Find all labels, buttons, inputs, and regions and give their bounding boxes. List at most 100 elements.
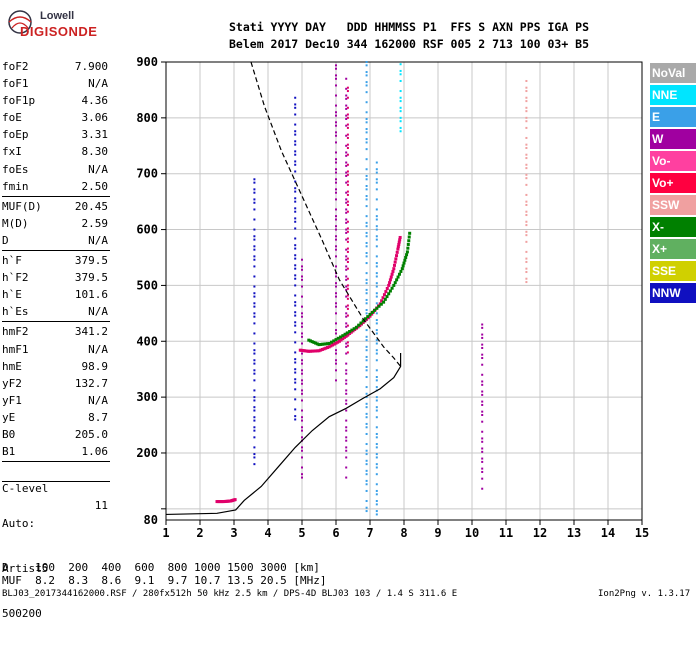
echo-point [481,400,484,403]
echo-point [335,151,337,154]
echo-point [481,383,484,386]
echo-point [294,180,297,183]
echo-point [345,325,348,328]
trace-point [399,269,403,273]
x-tick-label: 6 [332,526,339,540]
x-tick-label: 8 [400,526,407,540]
echo-point [301,352,303,355]
echo-point [375,396,378,399]
echo-point [253,352,256,355]
echo-point [345,288,348,291]
echo-point [365,61,368,63]
echo-point [365,432,368,435]
param-row: hmE 98.9 [2,358,108,375]
echo-point [345,104,348,107]
echo-point [346,90,349,93]
echo-point [294,247,297,250]
echo-point [375,188,378,191]
echo-point [301,265,303,268]
trace-point [385,295,389,299]
echo-point [375,443,378,446]
echo-point [253,181,256,184]
trace-point [314,349,318,353]
echo-point [253,436,256,439]
echo-point [345,426,348,429]
echo-point [481,447,484,450]
echo-point [335,64,337,67]
echo-point [365,335,368,338]
legend-item: Vo+ [650,173,696,193]
echo-point [335,191,337,194]
echo-point [345,218,348,221]
echo-point [345,312,348,315]
echo-point [335,312,337,315]
echo-point [335,275,337,278]
echo-point [345,114,348,117]
echo-point [365,131,368,134]
echo-point [294,200,297,203]
echo-point [399,96,402,99]
y-tick-label: 200 [136,446,158,460]
echo-point [365,402,368,405]
echo-point [301,419,303,422]
echo-point [375,409,378,412]
trace-point [312,349,316,353]
echo-point [345,382,348,385]
trace-point [406,246,410,250]
echo-point [525,177,528,180]
param-key: h`F [2,254,22,268]
echo-point [365,463,368,466]
echo-point [399,100,402,103]
echo-point [375,235,378,238]
echo-point [294,294,297,297]
echo-point [346,143,349,146]
param-value: N/A [88,162,108,176]
density-profile-line [165,352,402,516]
legend-item: E [650,107,696,127]
echo-point [365,221,368,224]
echo-point [346,267,349,270]
echo-point [525,214,528,217]
echo-point [301,379,303,382]
echo-point [335,322,337,325]
echo-point [253,349,256,352]
echo-point [345,345,348,348]
echo-point [253,399,256,402]
echo-point [335,292,337,295]
echo-point [253,372,256,375]
trace-point [350,328,354,332]
echo-point [345,198,348,201]
trace-point [312,340,316,344]
param-row: foE 3.06 [2,109,108,126]
echo-point [294,321,297,324]
trace-point [317,349,321,353]
echo-point [335,208,337,211]
x-tick-label: 13 [567,526,581,540]
echo-point [399,110,402,113]
echo-point [365,178,368,181]
echo-point [375,432,378,435]
echo-point [294,106,297,109]
echo-point [253,369,256,372]
echo-point [294,341,297,344]
echo-point [481,457,484,460]
echo-point [335,228,337,231]
echo-point [346,96,349,99]
echo-point [346,163,349,166]
echo-point [253,245,256,248]
echo-point [525,86,528,89]
trace-point [389,275,393,279]
echo-point [365,128,368,131]
echo-point [346,126,349,129]
echo-point [345,124,348,127]
trace-point [334,338,338,342]
echo-point [346,240,349,243]
echo-point [365,235,368,238]
trace-point [324,342,328,346]
echo-point [399,130,402,133]
echo-point [294,237,297,240]
echo-point [301,372,303,375]
trace-point [320,342,324,346]
echo-point [294,207,297,210]
trace-point [398,235,402,239]
